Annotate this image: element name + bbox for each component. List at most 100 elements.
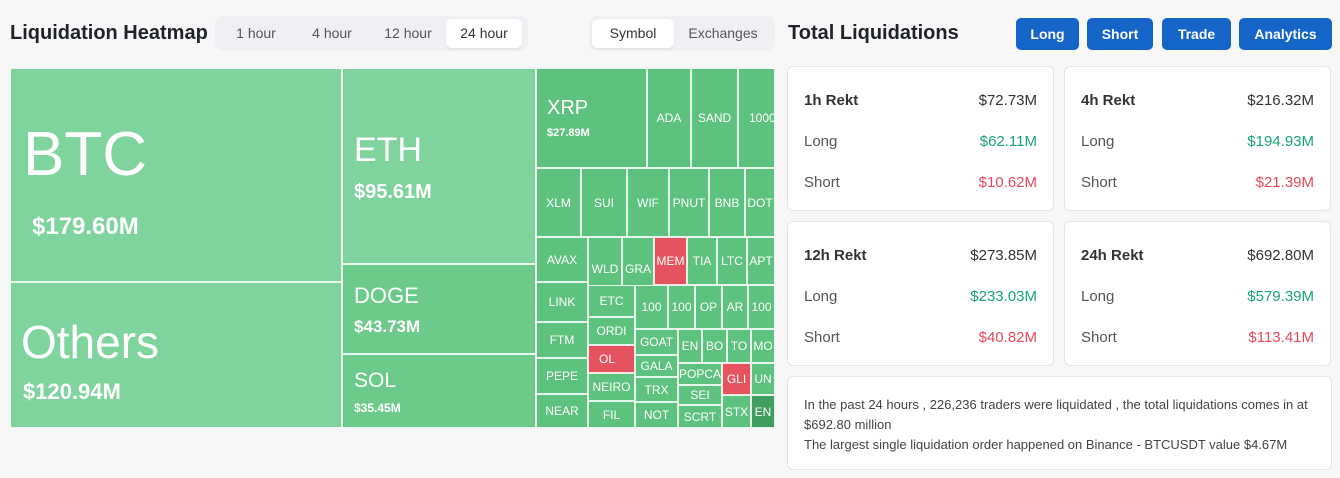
- rekt-card-1h: 1h Rekt $72.73M Long $62.11M Short $10.62M: [787, 66, 1054, 211]
- short-value: $10.62M: [978, 174, 1037, 191]
- cell-symbol: SOL: [354, 369, 397, 392]
- treemap-cell[interactable]: MEM: [654, 237, 687, 285]
- tab-4-hour[interactable]: 4 hour: [312, 25, 352, 41]
- treemap-cell[interactable]: TRX: [635, 377, 678, 402]
- treemap-cell[interactable]: NEIRO: [588, 373, 635, 401]
- treemap-cell[interactable]: ADA: [647, 68, 691, 168]
- treemap-cell-xrp[interactable]: XRP $27.89M: [536, 68, 647, 168]
- cell-symbol: XRP: [547, 97, 589, 119]
- treemap-cell[interactable]: NEAR: [536, 394, 588, 428]
- long-value: $233.03M: [970, 288, 1037, 305]
- tab-24-hour[interactable]: 24 hour: [446, 19, 522, 48]
- treemap-cell[interactable]: 100: [668, 285, 695, 329]
- cell-symbol: ETH: [354, 131, 422, 169]
- summary-line: The largest single liquidation order hap…: [804, 437, 1288, 452]
- long-label: Long: [804, 288, 838, 305]
- short-value: $113.41M: [1248, 329, 1314, 346]
- long-label: Long: [1081, 133, 1115, 150]
- short-value: $21.39M: [1255, 174, 1314, 191]
- treemap-cell[interactable]: ORDI: [588, 317, 635, 345]
- long-label: Long: [804, 133, 838, 150]
- treemap-cell[interactable]: FTM: [536, 322, 588, 358]
- treemap-cell[interactable]: AR: [722, 285, 748, 329]
- cell-value: $120.94M: [23, 379, 121, 404]
- card-total: $216.32M: [1247, 92, 1314, 109]
- treemap-cell[interactable]: GALA: [635, 355, 678, 377]
- treemap-cell[interactable]: 1000: [738, 68, 775, 168]
- treemap-cell[interactable]: EN: [751, 395, 775, 428]
- treemap-cell-sol[interactable]: SOL $35.45M: [342, 354, 536, 428]
- cell-symbol: Others: [21, 316, 160, 368]
- treemap-cell-doge[interactable]: DOGE $43.73M: [342, 264, 536, 354]
- tab-1-hour[interactable]: 1 hour: [236, 25, 276, 41]
- cell-value: $179.60M: [32, 213, 139, 240]
- tab-symbol[interactable]: Symbol: [592, 19, 674, 48]
- treemap-cell[interactable]: OP: [695, 285, 722, 329]
- treemap-cell[interactable]: WIF: [627, 168, 669, 237]
- liquidation-summary: In the past 24 hours , 226,236 traders w…: [787, 376, 1332, 470]
- treemap-cell[interactable]: SAND: [691, 68, 738, 168]
- treemap-cell[interactable]: STX: [722, 395, 751, 428]
- cell-value: $35.45M: [354, 401, 401, 415]
- card-total: $273.85M: [970, 247, 1037, 264]
- treemap-cell[interactable]: OL: [588, 345, 635, 373]
- treemap-cell[interactable]: FIL: [588, 401, 635, 428]
- card-total: $692.80M: [1247, 247, 1314, 264]
- treemap-cell[interactable]: GLI: [722, 363, 751, 395]
- trade-button[interactable]: Trade: [1162, 18, 1231, 50]
- treemap-cell[interactable]: BNB: [709, 168, 745, 237]
- total-liquidations-title: Total Liquidations: [788, 22, 959, 44]
- short-label: Short: [804, 329, 840, 346]
- treemap-cell[interactable]: NOT: [635, 402, 678, 428]
- heatmap-title: Liquidation Heatmap: [10, 22, 208, 44]
- treemap-cell[interactable]: TIA: [687, 237, 717, 285]
- treemap-cell[interactable]: PEPE: [536, 358, 588, 394]
- treemap-cell[interactable]: BO: [702, 329, 727, 363]
- cell-symbol: DOGE: [354, 283, 419, 308]
- treemap-cell[interactable]: AVAX: [536, 237, 588, 282]
- treemap-cell[interactable]: EN: [678, 329, 702, 363]
- treemap-cell-eth[interactable]: ETH $95.61M: [342, 68, 536, 264]
- treemap-cell[interactable]: DOT: [745, 168, 775, 237]
- treemap-cell[interactable]: LTC: [717, 237, 747, 285]
- treemap-cell[interactable]: SCRT: [678, 405, 722, 428]
- treemap-cell-others[interactable]: Others $120.94M: [10, 282, 342, 428]
- treemap-cell[interactable]: MO: [751, 329, 775, 363]
- treemap-cell[interactable]: PNUT: [669, 168, 709, 237]
- card-label: 4h Rekt: [1081, 92, 1136, 109]
- long-button[interactable]: Long: [1016, 18, 1079, 50]
- cell-value: $95.61M: [354, 181, 432, 203]
- liquidation-treemap: BTC $179.60M Others $120.94M ETH $95.61M…: [10, 68, 775, 428]
- rekt-card-24h: 24h Rekt $692.80M Long $579.39M Short $113.…: [1064, 221, 1331, 366]
- treemap-cell[interactable]: UN: [751, 363, 775, 395]
- group-by-tabs: Symbol Exchanges: [589, 16, 775, 51]
- analytics-button[interactable]: Analytics: [1239, 18, 1332, 50]
- long-value: $579.39M: [1247, 288, 1314, 305]
- cell-value: $43.73M: [354, 317, 421, 336]
- treemap-cell[interactable]: POPCA: [678, 363, 722, 385]
- treemap-cell[interactable]: SEI: [678, 385, 722, 405]
- card-total: $72.73M: [978, 92, 1037, 109]
- tab-exchanges[interactable]: Exchanges: [688, 25, 758, 41]
- short-label: Short: [1081, 174, 1117, 191]
- treemap-cell[interactable]: XLM: [536, 168, 581, 237]
- treemap-cell[interactable]: 100: [748, 285, 775, 329]
- card-label: 1h Rekt: [804, 92, 859, 109]
- card-label: 12h Rekt: [804, 247, 867, 264]
- short-button[interactable]: Short: [1087, 18, 1153, 50]
- tab-12-hour[interactable]: 12 hour: [384, 25, 432, 41]
- treemap-cell[interactable]: APT: [747, 237, 775, 285]
- treemap-cell[interactable]: 100: [635, 285, 668, 329]
- treemap-cell[interactable]: SUI: [581, 168, 627, 237]
- cell-symbol: BTC: [23, 120, 147, 189]
- treemap-cell[interactable]: ETC: [588, 285, 635, 317]
- short-label: Short: [1081, 329, 1117, 346]
- rekt-card-12h: 12h Rekt $273.85M Long $233.03M Short $40.8…: [787, 221, 1054, 366]
- treemap-cell-btc[interactable]: BTC $179.60M: [10, 68, 342, 282]
- treemap-cell[interactable]: GOAT: [635, 329, 678, 355]
- treemap-cell[interactable]: LINK: [536, 282, 588, 322]
- treemap-cell[interactable]: TO: [727, 329, 751, 363]
- time-range-tabs: 1 hour 4 hour 12 hour 24 hour: [215, 16, 528, 51]
- long-label: Long: [1081, 288, 1115, 305]
- short-value: $40.82M: [978, 329, 1037, 346]
